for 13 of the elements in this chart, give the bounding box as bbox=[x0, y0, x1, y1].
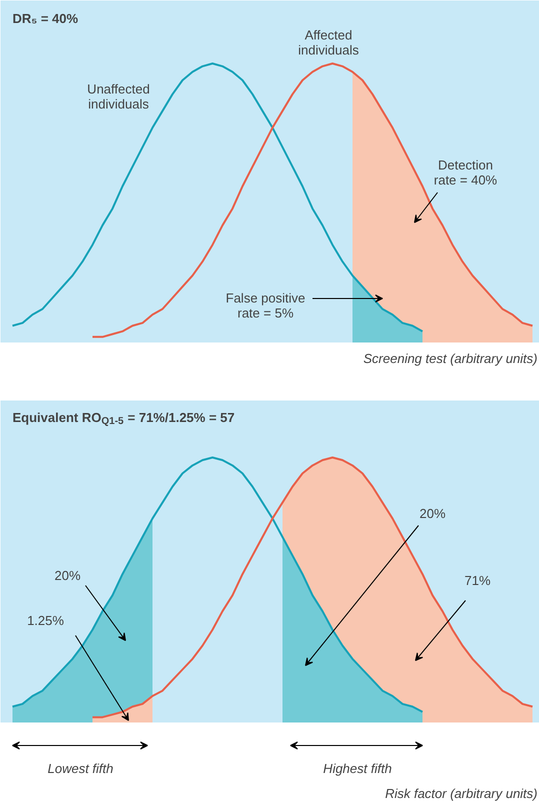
annotation: 71% bbox=[464, 573, 491, 588]
annotation: False positive rate = 5% bbox=[226, 290, 306, 320]
annotation: 20% bbox=[54, 568, 81, 583]
chart-title: DR₅ = 40% bbox=[12, 11, 79, 26]
annotation: Detection rate = 40% bbox=[434, 158, 498, 188]
x-axis-title: Risk factor (arbitrary units) bbox=[385, 786, 538, 801]
annotation: 1.25% bbox=[27, 613, 64, 628]
annotation: Unaffected individuals bbox=[87, 82, 150, 112]
text: Highest fifth bbox=[323, 761, 392, 776]
x-axis-title: Screening test (arbitrary units) bbox=[363, 351, 538, 366]
annotation: 20% bbox=[419, 506, 446, 521]
text: Lowest fifth bbox=[48, 761, 114, 776]
text: Affected individuals bbox=[298, 28, 360, 58]
